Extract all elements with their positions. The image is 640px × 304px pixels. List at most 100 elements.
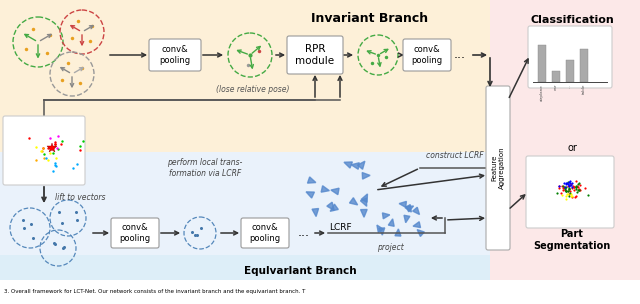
- Text: lift to vectors: lift to vectors: [55, 192, 106, 202]
- Point: [568, 188, 579, 193]
- Point: [564, 183, 574, 188]
- Text: conv&
pooling: conv& pooling: [412, 45, 443, 65]
- Bar: [490, 0, 640, 280]
- Point: [561, 182, 571, 187]
- Point: [583, 192, 593, 197]
- Point: [48, 168, 58, 173]
- Point: [566, 195, 577, 199]
- Point: [31, 144, 42, 149]
- Point: [557, 186, 568, 191]
- Point: [56, 139, 67, 143]
- Point: [564, 192, 574, 196]
- Polygon shape: [306, 192, 314, 198]
- Text: Feature
Aggregation: Feature Aggregation: [492, 147, 504, 189]
- Point: [560, 188, 570, 193]
- Point: [51, 164, 61, 169]
- Bar: [0, 255, 490, 280]
- Point: [573, 184, 584, 189]
- Point: [564, 181, 575, 186]
- Point: [568, 184, 579, 188]
- Text: ...: ...: [454, 49, 466, 61]
- FancyBboxPatch shape: [528, 26, 612, 88]
- Text: 3. Overall framework for LCT-Net. Our network consists of the invariant branch a: 3. Overall framework for LCT-Net. Our ne…: [4, 288, 305, 293]
- Point: [572, 184, 582, 188]
- Point: [561, 196, 572, 201]
- Bar: [0, 0, 490, 152]
- Point: [572, 194, 582, 199]
- Point: [564, 183, 575, 188]
- Point: [569, 184, 579, 189]
- Text: project: project: [376, 243, 403, 252]
- Point: [557, 183, 568, 188]
- Text: airplane: airplane: [540, 84, 544, 101]
- Point: [37, 148, 47, 153]
- Polygon shape: [330, 204, 339, 211]
- Point: [563, 188, 573, 193]
- Point: [564, 189, 575, 194]
- Point: [24, 135, 34, 140]
- Point: [554, 184, 564, 188]
- Point: [571, 185, 581, 189]
- Point: [580, 185, 590, 190]
- Point: [574, 187, 584, 192]
- Point: [565, 193, 575, 198]
- Point: [552, 190, 562, 195]
- Point: [573, 188, 584, 193]
- Polygon shape: [361, 194, 367, 202]
- Point: [567, 185, 577, 190]
- Text: ...: ...: [298, 226, 310, 240]
- Point: [563, 187, 573, 192]
- Point: [564, 194, 574, 199]
- Point: [77, 139, 88, 144]
- FancyBboxPatch shape: [111, 218, 159, 248]
- Polygon shape: [327, 202, 334, 210]
- Point: [561, 189, 571, 194]
- Point: [566, 194, 577, 199]
- Text: LCRF: LCRF: [329, 223, 351, 233]
- Bar: [0, 152, 490, 255]
- Text: RPR
module: RPR module: [296, 44, 335, 66]
- Text: ...: ...: [568, 84, 572, 88]
- Polygon shape: [395, 229, 401, 236]
- Point: [566, 182, 577, 187]
- Polygon shape: [360, 209, 367, 217]
- Point: [563, 181, 573, 186]
- Point: [38, 145, 48, 150]
- FancyBboxPatch shape: [241, 218, 289, 248]
- FancyBboxPatch shape: [3, 116, 85, 185]
- Point: [554, 185, 564, 190]
- Point: [561, 188, 571, 193]
- Point: [52, 133, 63, 138]
- FancyBboxPatch shape: [526, 156, 614, 228]
- Point: [564, 186, 575, 191]
- Polygon shape: [377, 225, 383, 233]
- Polygon shape: [406, 206, 413, 212]
- Point: [557, 193, 568, 198]
- Point: [561, 180, 571, 185]
- Point: [41, 155, 51, 160]
- Point: [563, 183, 573, 188]
- Bar: [580, 49, 588, 82]
- Point: [572, 184, 582, 189]
- Point: [563, 192, 573, 197]
- Text: perform local trans-
formation via LCRF: perform local trans- formation via LCRF: [167, 158, 243, 178]
- Point: [559, 181, 569, 186]
- Polygon shape: [321, 186, 330, 192]
- Point: [563, 192, 573, 196]
- Point: [575, 187, 585, 192]
- Text: Classification: Classification: [530, 15, 614, 25]
- Polygon shape: [383, 213, 390, 219]
- Polygon shape: [307, 177, 316, 183]
- Point: [43, 146, 53, 150]
- Point: [45, 150, 55, 155]
- Point: [51, 155, 61, 160]
- Point: [563, 184, 573, 189]
- Text: (lose relative pose): (lose relative pose): [216, 85, 290, 94]
- Text: car: car: [554, 84, 558, 91]
- Point: [51, 140, 61, 144]
- Polygon shape: [349, 198, 358, 205]
- Polygon shape: [405, 205, 412, 212]
- Point: [559, 185, 570, 190]
- Point: [31, 158, 41, 163]
- Point: [573, 188, 583, 193]
